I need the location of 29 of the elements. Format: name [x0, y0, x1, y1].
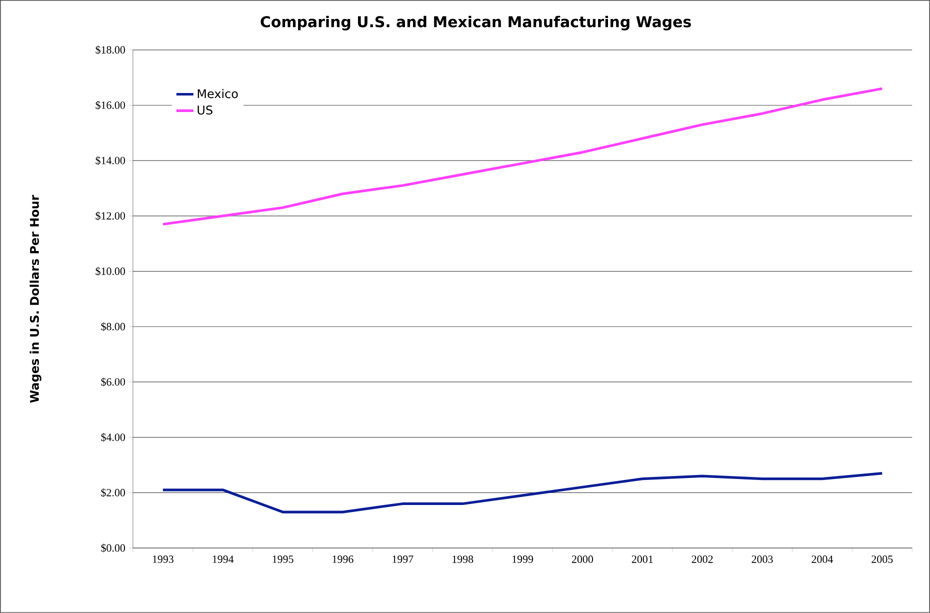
x-tick-label: 2002 [692, 556, 713, 563]
y-axis-title: Wages in U.S. Dollars Per Hour [30, 194, 42, 403]
legend-label: Mexico [198, 88, 238, 98]
x-tick-label: 1999 [512, 556, 534, 563]
y-tick-label: $8.00 [101, 322, 125, 332]
chart-title: Comparing U.S. and Mexican Manufacturing Wages [260, 16, 691, 30]
x-tick-label: 2000 [572, 556, 594, 563]
x-tick-label: 1994 [212, 556, 234, 563]
y-tick-label: $16.00 [96, 100, 125, 110]
x-tick-label: 1993 [152, 556, 174, 563]
y-tick-label: $2.00 [101, 488, 125, 498]
y-tick-label: $6.00 [101, 378, 125, 386]
y-tick-label: $4.00 [101, 432, 125, 442]
x-tick-label: 1997 [392, 556, 414, 563]
x-tick-label: 2004 [812, 556, 833, 563]
legend-label: US [198, 106, 212, 115]
x-tick-label: 2005 [872, 556, 893, 563]
x-tick-label: 1998 [452, 556, 474, 563]
y-tick-label: $10.00 [96, 266, 125, 276]
x-tick-label: 1995 [272, 556, 294, 563]
y-tick-label: $18.00 [96, 46, 125, 54]
x-tick-label: 2003 [752, 556, 773, 563]
line-series [162, 472, 884, 514]
y-tick-label: $14.00 [96, 156, 125, 165]
line-series [162, 87, 884, 226]
x-tick-label: 1996 [332, 556, 354, 563]
y-tick-label: $0.00 [101, 544, 125, 552]
y-tick-label: $12.00 [96, 212, 125, 220]
x-tick-label: 2001 [632, 556, 653, 563]
